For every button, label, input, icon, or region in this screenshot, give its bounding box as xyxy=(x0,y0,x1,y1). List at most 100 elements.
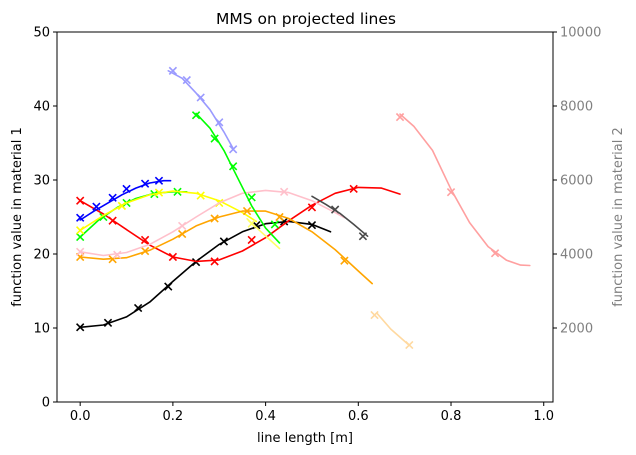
y2-tick-label: 10000 xyxy=(560,26,601,41)
data-point-marker xyxy=(330,205,340,214)
data-point-marker xyxy=(349,184,358,194)
series-8 xyxy=(167,66,238,154)
data-point-marker xyxy=(247,235,256,245)
data-point-marker xyxy=(196,93,205,102)
data-point-marker xyxy=(76,247,85,256)
series-layer xyxy=(76,66,531,350)
data-point-marker xyxy=(177,229,187,239)
data-point-marker xyxy=(215,118,224,127)
x-axis: 0.0 0.2 0.4 0.6 0.8 1.0 xyxy=(70,402,554,424)
data-point-marker xyxy=(196,191,205,200)
data-point-marker xyxy=(340,256,349,265)
data-point-marker xyxy=(168,252,178,262)
data-point-marker xyxy=(270,220,280,229)
data-point-marker xyxy=(140,235,150,245)
data-point-marker xyxy=(76,213,85,222)
data-point-marker xyxy=(164,282,173,291)
series-line xyxy=(195,112,281,244)
series-line xyxy=(167,70,234,150)
series-12 xyxy=(370,310,414,350)
y-axis-label-right: function value in material 2 xyxy=(611,127,626,307)
x-tick-label: 0.4 xyxy=(255,409,276,424)
data-point-marker xyxy=(76,226,85,235)
axes-frame xyxy=(56,31,554,403)
data-point-marker xyxy=(191,111,201,120)
x-tick-label: 0.2 xyxy=(163,409,184,424)
data-point-marker xyxy=(122,184,131,194)
data-point-marker xyxy=(247,219,256,228)
data-point-marker xyxy=(210,134,219,143)
series-line xyxy=(399,113,531,267)
data-point-marker xyxy=(228,145,238,154)
y-axis-right: 2000 4000 6000 8000 10000 xyxy=(553,26,601,337)
data-point-marker xyxy=(210,257,219,266)
data-point-marker xyxy=(133,303,143,313)
y2-tick-label: 2000 xyxy=(560,322,593,337)
data-point-marker xyxy=(76,323,85,332)
series-line xyxy=(311,195,369,237)
data-point-marker xyxy=(370,310,379,320)
data-point-marker xyxy=(279,187,289,197)
data-point-marker xyxy=(252,220,261,230)
y2-tick-label: 8000 xyxy=(560,100,593,115)
x-tick-label: 0.6 xyxy=(348,409,369,424)
data-point-marker xyxy=(247,193,256,202)
chart-title: MMS on projected lines xyxy=(216,10,396,28)
y-tick-label: 20 xyxy=(33,248,50,263)
data-point-marker xyxy=(228,162,238,171)
x-tick-label: 0.0 xyxy=(70,409,91,424)
y-axis-left: 0 10 20 30 40 50 xyxy=(33,26,57,411)
y-axis-label-left: function value in material 1 xyxy=(10,127,25,307)
y-tick-label: 50 xyxy=(33,26,50,41)
data-point-marker xyxy=(307,203,317,212)
data-point-marker xyxy=(108,216,117,225)
y-tick-label: 30 xyxy=(33,174,50,189)
data-point-marker xyxy=(358,232,368,241)
data-point-marker xyxy=(307,220,317,230)
data-point-marker xyxy=(168,66,178,76)
y2-tick-label: 4000 xyxy=(560,248,593,263)
series-10 xyxy=(246,218,281,250)
x-tick-label: 1.0 xyxy=(533,409,554,424)
data-point-marker xyxy=(395,112,405,122)
series-6 xyxy=(76,187,346,259)
series-line xyxy=(79,186,401,263)
y-tick-label: 0 xyxy=(42,396,50,411)
series-7 xyxy=(311,195,369,241)
data-point-marker xyxy=(154,176,164,185)
data-point-marker xyxy=(103,318,113,327)
data-point-marker xyxy=(242,206,252,216)
series-11 xyxy=(395,112,531,267)
x-tick-label: 0.8 xyxy=(441,409,462,424)
data-point-marker xyxy=(140,246,150,256)
data-point-marker xyxy=(182,75,191,85)
y-tick-label: 10 xyxy=(33,322,50,337)
data-point-marker xyxy=(76,196,85,205)
series-line xyxy=(79,220,332,329)
data-point-marker xyxy=(113,250,122,259)
series-9 xyxy=(191,111,281,244)
series-2 xyxy=(76,176,172,222)
data-point-marker xyxy=(117,201,127,211)
y2-tick-label: 6000 xyxy=(560,174,593,189)
data-point-marker xyxy=(446,188,456,197)
data-point-marker xyxy=(76,232,85,242)
plot-area xyxy=(57,32,553,402)
series-line xyxy=(79,190,258,232)
data-point-marker xyxy=(108,193,117,202)
x-axis-label: line length [m] xyxy=(257,431,353,446)
data-point-marker xyxy=(210,214,219,223)
series-line xyxy=(376,312,411,347)
data-point-marker xyxy=(154,188,164,197)
series-line xyxy=(79,189,346,257)
data-point-marker xyxy=(275,212,284,222)
data-point-marker xyxy=(219,237,229,246)
data-point-marker xyxy=(490,249,500,258)
data-point-marker xyxy=(92,202,101,211)
data-point-marker xyxy=(405,340,414,350)
series-line xyxy=(79,210,374,285)
data-point-marker xyxy=(177,221,187,231)
plot-background xyxy=(57,32,553,402)
data-point-marker xyxy=(140,179,150,188)
